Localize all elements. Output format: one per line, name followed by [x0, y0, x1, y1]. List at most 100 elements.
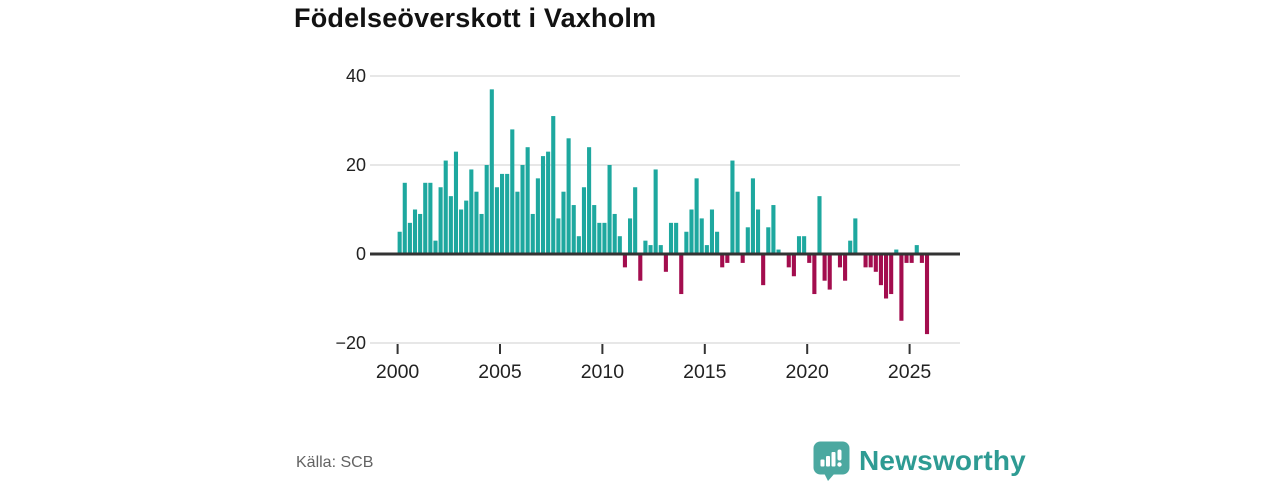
- bar-2016Q4: [740, 254, 745, 263]
- bar-2014Q3: [694, 178, 699, 254]
- bar-2004Q3: [489, 89, 494, 254]
- bar-2005Q4: [515, 191, 520, 254]
- bar-2025Q1: [909, 254, 914, 263]
- y-tick-label: 20: [346, 155, 366, 175]
- bar-2014Q4: [699, 218, 704, 254]
- bar-2004Q4: [494, 187, 499, 254]
- bar-2002Q3: [448, 196, 453, 254]
- bar-2008Q4: [576, 236, 581, 254]
- bar-2011Q3: [633, 187, 638, 254]
- bar-2004Q1: [479, 213, 484, 254]
- bar-2022Q4: [863, 254, 868, 268]
- bar-2011Q2: [628, 218, 633, 254]
- bar-2024Q2: [894, 249, 899, 254]
- bar-2020Q2: [812, 254, 817, 295]
- bar-2022Q1: [848, 240, 853, 254]
- bar-2011Q4: [638, 254, 643, 281]
- bar-2021Q3: [837, 254, 843, 268]
- bar-2020Q3: [817, 196, 822, 254]
- bar-2008Q3: [571, 205, 576, 254]
- bar-2002Q1: [438, 187, 443, 254]
- axis-labels: 40 20 0 −20 2000 2005 2010 2015 2020 2025: [335, 66, 931, 383]
- bar-2025Q4: [924, 254, 930, 335]
- bar-2001Q2: [423, 182, 428, 254]
- bar-2024Q4: [904, 254, 909, 263]
- bar-2012Q3: [653, 169, 658, 254]
- bar-2016Q3: [735, 191, 740, 254]
- x-tick-label-2020: 2020: [786, 361, 830, 383]
- bar-2001Q3: [428, 182, 433, 254]
- bar-2003Q2: [464, 200, 469, 254]
- y-tick-label: 0: [356, 244, 366, 264]
- x-tick-label-2025: 2025: [888, 361, 932, 383]
- bar-2023Q1: [868, 254, 873, 268]
- bar-2009Q3: [592, 205, 597, 254]
- bar-2023Q3: [878, 254, 883, 286]
- bar-2019Q1: [786, 254, 791, 268]
- bar-2013Q3: [674, 222, 679, 254]
- bar-2006Q3: [530, 213, 535, 254]
- y-tick-label: −20: [335, 333, 366, 353]
- bar-2023Q2: [873, 254, 878, 272]
- bar-2005Q2: [505, 173, 510, 254]
- bar-2010Q1: [602, 222, 607, 254]
- bar-2017Q1: [745, 227, 750, 254]
- bar-2001Q1: [418, 213, 423, 254]
- bar-2025Q3: [919, 254, 924, 263]
- bar-2024Q3: [899, 254, 904, 321]
- x-axis: [370, 252, 960, 354]
- newsworthy-logo: Newsworthy: [813, 441, 1026, 481]
- bar-2000Q4: [412, 209, 418, 254]
- bar-2014Q2: [689, 209, 694, 254]
- bar-2012Q1: [643, 240, 648, 254]
- bar-2012Q4: [658, 245, 663, 254]
- bar-2000Q2: [402, 182, 407, 254]
- bar-2003Q3: [469, 169, 474, 254]
- bar-2003Q4: [474, 191, 479, 254]
- y-tick-label: 40: [346, 66, 366, 86]
- bar-2010Q3: [612, 213, 617, 254]
- bar-2000Q1: [397, 231, 402, 254]
- bar-2013Q1: [663, 254, 668, 272]
- bar-2021Q1: [827, 254, 832, 290]
- bar-2007Q4: [556, 218, 561, 254]
- birth-surplus-chart: 40 20 0 −20 2000 2005 2010 2015 2020 2025: [335, 66, 960, 383]
- bar-2013Q4: [679, 254, 684, 295]
- newsworthy-logo-icon: [813, 441, 850, 481]
- bar-2022Q2: [853, 218, 858, 254]
- bar-2010Q4: [617, 236, 622, 254]
- bar-2015Q3: [715, 231, 720, 254]
- x-tick-label-2000: 2000: [376, 361, 420, 383]
- bar-2018Q3: [776, 249, 781, 254]
- bar-2002Q4: [453, 151, 459, 254]
- bar-2001Q4: [433, 240, 438, 254]
- bar-2024Q1: [889, 254, 894, 295]
- bar-2013Q2: [668, 222, 674, 254]
- bar-2005Q1: [500, 173, 505, 254]
- bar-2017Q4: [761, 254, 766, 286]
- bar-2014Q1: [684, 231, 689, 254]
- bar-2009Q1: [581, 187, 587, 254]
- bars: [397, 89, 930, 335]
- bar-2007Q1: [540, 156, 546, 254]
- bar-2017Q2: [750, 178, 755, 254]
- bar-2006Q4: [535, 178, 540, 254]
- bar-2020Q1: [807, 254, 812, 263]
- bar-2016Q1: [725, 254, 730, 263]
- bar-2021Q4: [843, 254, 848, 281]
- bar-2009Q2: [587, 147, 592, 254]
- bar-2012Q2: [648, 245, 653, 254]
- bar-2002Q2: [443, 160, 448, 254]
- bar-2019Q2: [791, 254, 796, 277]
- bar-2020Q4: [822, 254, 827, 281]
- bar-2003Q1: [459, 209, 464, 254]
- bar-2018Q2: [771, 205, 776, 254]
- bar-2008Q2: [566, 138, 571, 254]
- bar-2005Q3: [510, 129, 515, 254]
- bar-2010Q2: [607, 165, 612, 254]
- bar-2023Q4: [884, 254, 889, 299]
- bar-2019Q3: [796, 236, 802, 254]
- x-tick-label-2010: 2010: [581, 361, 625, 383]
- bar-2015Q1: [704, 245, 709, 254]
- bar-2006Q1: [520, 165, 525, 254]
